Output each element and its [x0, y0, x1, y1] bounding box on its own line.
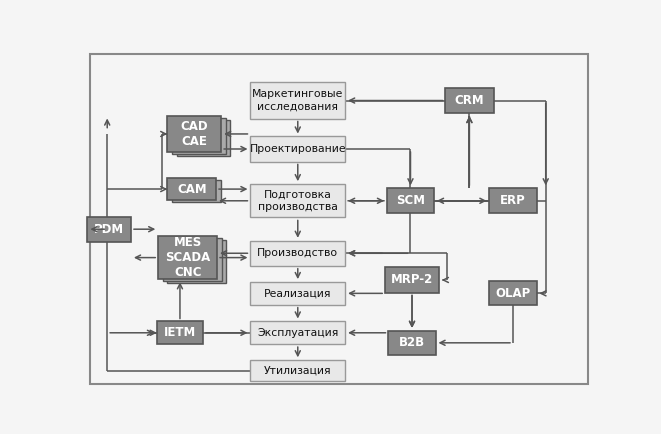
FancyBboxPatch shape — [445, 88, 494, 113]
FancyBboxPatch shape — [489, 281, 537, 306]
Text: SCM: SCM — [396, 194, 425, 207]
FancyBboxPatch shape — [167, 240, 226, 283]
FancyBboxPatch shape — [167, 178, 216, 200]
FancyBboxPatch shape — [251, 184, 345, 217]
FancyBboxPatch shape — [163, 238, 221, 281]
Text: Маркетинговые
исследования: Маркетинговые исследования — [252, 89, 344, 112]
FancyBboxPatch shape — [251, 82, 345, 118]
FancyBboxPatch shape — [251, 322, 345, 344]
FancyBboxPatch shape — [251, 136, 345, 161]
Text: IETM: IETM — [164, 326, 196, 339]
FancyBboxPatch shape — [385, 267, 439, 293]
Text: MES
SCADA
CNC: MES SCADA CNC — [165, 236, 210, 279]
FancyBboxPatch shape — [172, 180, 221, 202]
Text: OLAP: OLAP — [495, 287, 531, 300]
Text: CAM: CAM — [177, 183, 206, 196]
FancyBboxPatch shape — [172, 118, 226, 155]
FancyBboxPatch shape — [167, 115, 221, 152]
Text: Подготовка
производства: Подготовка производства — [258, 190, 338, 212]
FancyBboxPatch shape — [157, 322, 203, 344]
FancyBboxPatch shape — [389, 331, 436, 355]
Text: B2B: B2B — [399, 336, 425, 349]
Text: Проектирование: Проектирование — [249, 144, 346, 154]
Text: CAD
CAE: CAD CAE — [180, 120, 208, 148]
Text: PDM: PDM — [95, 223, 124, 236]
Text: MRP-2: MRP-2 — [391, 273, 433, 286]
FancyBboxPatch shape — [158, 236, 217, 279]
Text: Эксплуатация: Эксплуатация — [257, 328, 338, 338]
Text: ERP: ERP — [500, 194, 525, 207]
FancyBboxPatch shape — [251, 360, 345, 381]
FancyBboxPatch shape — [176, 120, 231, 156]
FancyBboxPatch shape — [87, 217, 131, 242]
Text: Утилизация: Утилизация — [264, 365, 332, 375]
Text: Реализация: Реализация — [264, 288, 332, 298]
FancyBboxPatch shape — [489, 188, 537, 214]
FancyBboxPatch shape — [387, 188, 434, 214]
FancyBboxPatch shape — [251, 282, 345, 305]
Text: CRM: CRM — [455, 94, 485, 107]
FancyBboxPatch shape — [251, 241, 345, 266]
Text: Производство: Производство — [257, 248, 338, 258]
